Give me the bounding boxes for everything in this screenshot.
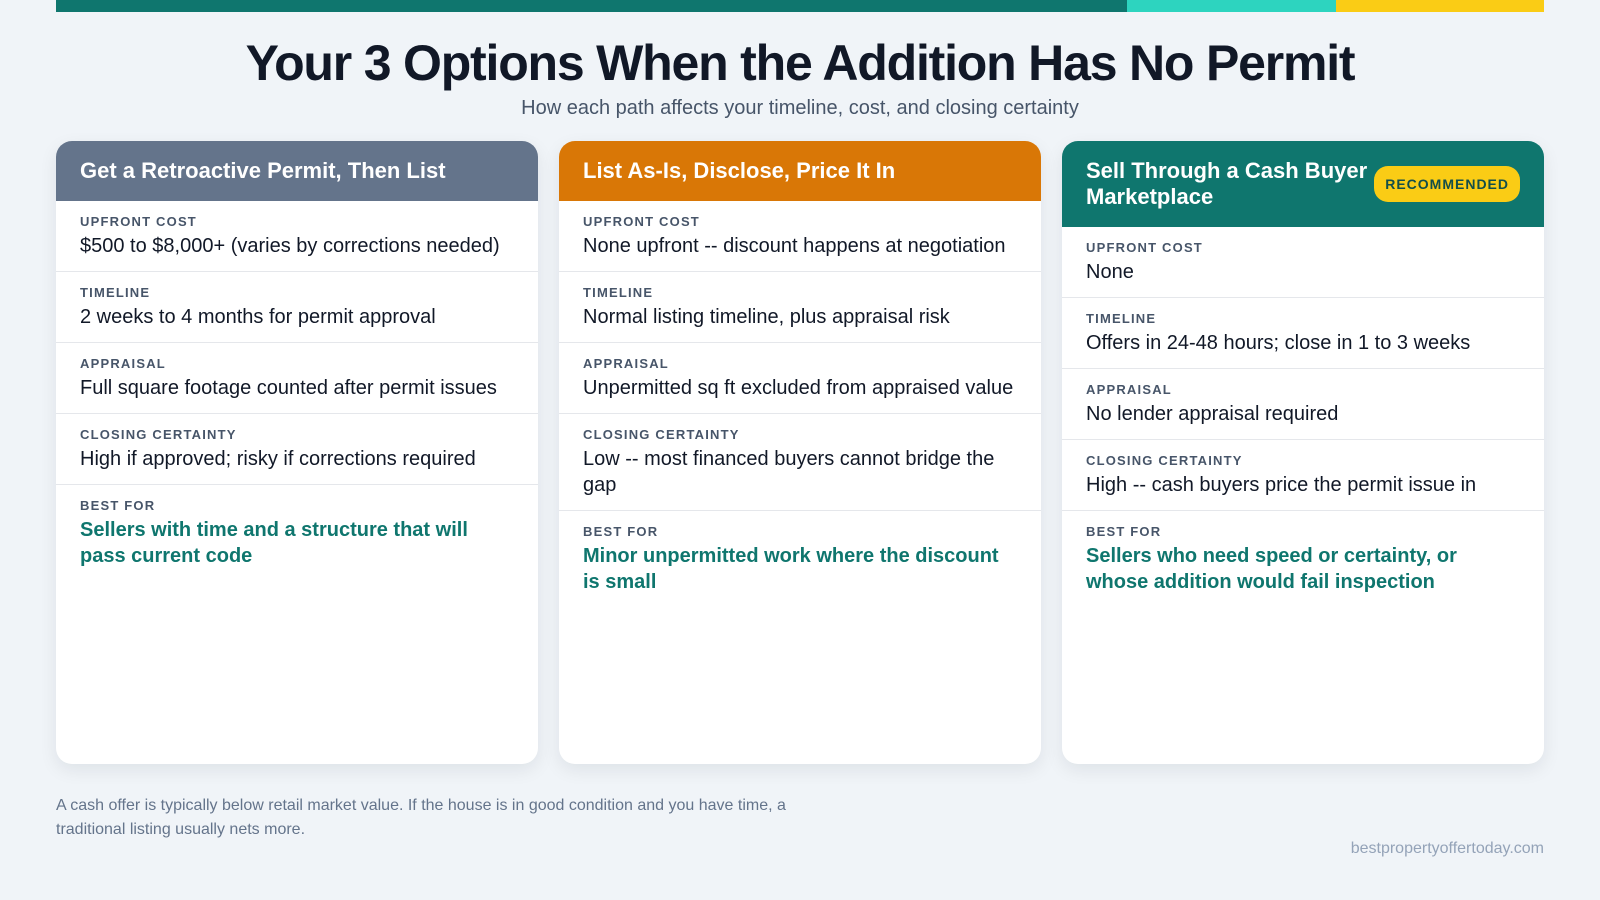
card-row: TIMELINE 2 weeks to 4 months for permit a… bbox=[56, 272, 538, 343]
row-value: Full square footage counted after permit… bbox=[80, 377, 497, 399]
card-header: Sell Through a Cash Buyer Marketplace REC… bbox=[1062, 141, 1544, 227]
subtitle: How each path affects your timeline, cos… bbox=[521, 97, 1079, 119]
row-value: Offers in 24-48 hours; close in 1 to 3 w… bbox=[1086, 332, 1471, 354]
top-bar bbox=[56, 0, 1544, 12]
card-row: UPFRONT COST $500 to $8,000+ (varies by c… bbox=[56, 201, 538, 272]
bar-segment bbox=[1336, 0, 1544, 12]
row-label: APPRAISAL bbox=[1086, 382, 1172, 397]
title: Your 3 Options When the Addition Has No … bbox=[245, 35, 1356, 91]
card-row: APPRAISAL Unpermitted sq ft excluded from… bbox=[559, 343, 1041, 414]
row-value: None upfront -- discount happens at nego… bbox=[583, 235, 1006, 257]
row-value: Normal listing timeline, plus appraisal … bbox=[583, 306, 950, 328]
card-row: CLOSING CERTAINTY High if approved; risky… bbox=[56, 414, 538, 485]
card-row: CLOSING CERTAINTY High -- cash buyers pri… bbox=[1062, 440, 1544, 511]
card-row: APPRAISAL No lender appraisal required bbox=[1062, 369, 1544, 440]
card-row: CLOSING CERTAINTY Low -- most financed bu… bbox=[559, 414, 1041, 511]
card-title: Get a Retroactive Permit, Then List bbox=[80, 158, 446, 183]
footnote: A cash offer is typically below retail m… bbox=[56, 797, 786, 838]
card-title: List As-Is, Disclose, Price It In bbox=[583, 158, 896, 183]
row-value: Minor unpermitted work where the discoun… bbox=[583, 545, 999, 593]
row-label: TIMELINE bbox=[583, 285, 654, 300]
row-label: BEST FOR bbox=[1086, 524, 1162, 539]
row-value: High -- cash buyers price the permit iss… bbox=[1086, 474, 1477, 496]
site-url: bestpropertyoffertoday.com bbox=[1350, 840, 1544, 857]
row-value: Unpermitted sq ft excluded from appraise… bbox=[583, 377, 1014, 399]
card-row: TIMELINE Offers in 24-48 hours; close in … bbox=[1062, 298, 1544, 369]
option-card: Sell Through a Cash Buyer Marketplace REC… bbox=[1062, 141, 1544, 764]
best-for: BEST FOR Sellers who need speed or certai… bbox=[1062, 511, 1544, 607]
best-for: BEST FOR Minor unpermitted work where the… bbox=[559, 511, 1041, 607]
cards: Get a Retroactive Permit, Then List UPFRO… bbox=[56, 141, 1544, 764]
row-value: Sellers with time and a structure that w… bbox=[80, 519, 468, 567]
row-value: Low -- most financed buyers cannot bridg… bbox=[583, 448, 995, 496]
card-header: List As-Is, Disclose, Price It In bbox=[559, 141, 1041, 201]
row-value: No lender appraisal required bbox=[1086, 403, 1339, 425]
row-value: High if approved; risky if corrections r… bbox=[80, 448, 476, 470]
row-value: 2 weeks to 4 months for permit approval bbox=[80, 306, 436, 328]
card-row: APPRAISAL Full square footage counted aft… bbox=[56, 343, 538, 414]
row-label: TIMELINE bbox=[1086, 311, 1157, 326]
row-value: None bbox=[1086, 261, 1134, 283]
card-row: UPFRONT COST None bbox=[1062, 227, 1544, 298]
row-label: CLOSING CERTAINTY bbox=[583, 427, 740, 442]
badge: RECOMMENDED bbox=[1374, 166, 1520, 202]
row-label: CLOSING CERTAINTY bbox=[1086, 453, 1243, 468]
row-value: Sellers who need speed or certainty, or … bbox=[1086, 545, 1457, 593]
bar-segment bbox=[1127, 0, 1336, 12]
option-card: List As-Is, Disclose, Price It In UPFRONT… bbox=[559, 141, 1041, 764]
card-row: UPFRONT COST None upfront -- discount hap… bbox=[559, 201, 1041, 272]
row-value: $500 to $8,000+ (varies by corrections n… bbox=[80, 235, 500, 257]
row-label: BEST FOR bbox=[583, 524, 659, 539]
row-label: CLOSING CERTAINTY bbox=[80, 427, 237, 442]
card-title: Sell Through a Cash Buyer Marketplace bbox=[1086, 158, 1368, 209]
row-label: UPFRONT COST bbox=[1086, 240, 1203, 255]
row-label: UPFRONT COST bbox=[80, 214, 197, 229]
card-header: Get a Retroactive Permit, Then List bbox=[56, 141, 538, 201]
card-row: TIMELINE Normal listing timeline, plus ap… bbox=[559, 272, 1041, 343]
row-label: UPFRONT COST bbox=[583, 214, 700, 229]
best-for: BEST FOR Sellers with time and a structur… bbox=[56, 485, 538, 581]
bar-segment bbox=[56, 0, 1127, 12]
row-label: APPRAISAL bbox=[80, 356, 166, 371]
option-card: Get a Retroactive Permit, Then List UPFRO… bbox=[56, 141, 538, 764]
row-label: BEST FOR bbox=[80, 498, 156, 513]
row-label: TIMELINE bbox=[80, 285, 151, 300]
row-label: APPRAISAL bbox=[583, 356, 669, 371]
